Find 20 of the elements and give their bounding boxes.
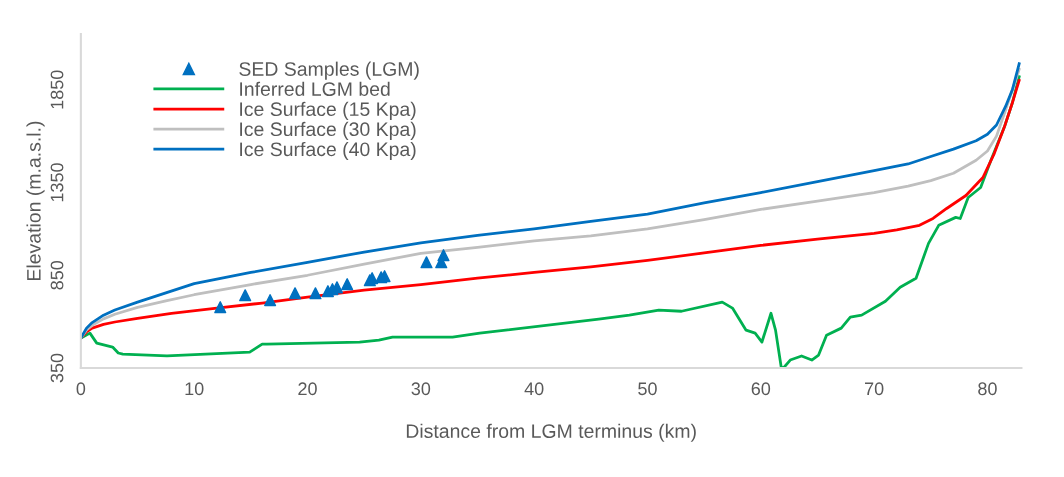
x-tick-label: 60	[751, 382, 771, 396]
x-tick-label: 30	[411, 382, 431, 396]
y-tick-label: 1350	[50, 163, 64, 202]
y-axis-title: Elevation (m.a.s.l.)	[26, 121, 45, 280]
x-tick-label: 80	[978, 382, 997, 396]
x-tick-label: 0	[76, 382, 86, 396]
legend-label: Ice Surface (40 Kpa)	[240, 141, 416, 161]
x-axis-title: Distance from LGM terminus (km)	[406, 423, 696, 442]
legend-label: Inferred LGM bed	[240, 81, 390, 96]
legend-label: Ice Surface (15 Kpa)	[240, 101, 416, 120]
y-tick-label: 850	[50, 260, 64, 290]
x-tick-label: 20	[298, 382, 317, 396]
x-tick-label: 40	[524, 382, 544, 396]
y-tick-label: 350	[50, 353, 64, 383]
x-tick-label: 50	[638, 382, 657, 396]
legend-label: Ice Surface (30 Kpa)	[240, 121, 416, 140]
legend-label: SED Samples (LGM)	[239, 61, 419, 80]
y-tick-label: 1850	[50, 70, 64, 109]
x-tick-label: 10	[185, 382, 204, 396]
x-tick-label: 70	[865, 382, 884, 396]
